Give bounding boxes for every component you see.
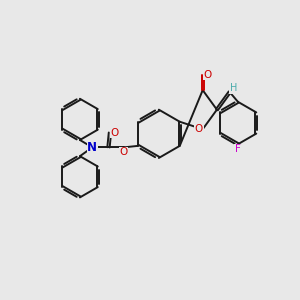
Text: O: O [110,128,119,138]
Text: O: O [203,70,211,80]
Text: O: O [195,124,203,134]
Text: O: O [120,147,128,158]
Text: N: N [87,141,97,154]
Text: H: H [230,83,237,93]
Text: F: F [235,144,241,154]
